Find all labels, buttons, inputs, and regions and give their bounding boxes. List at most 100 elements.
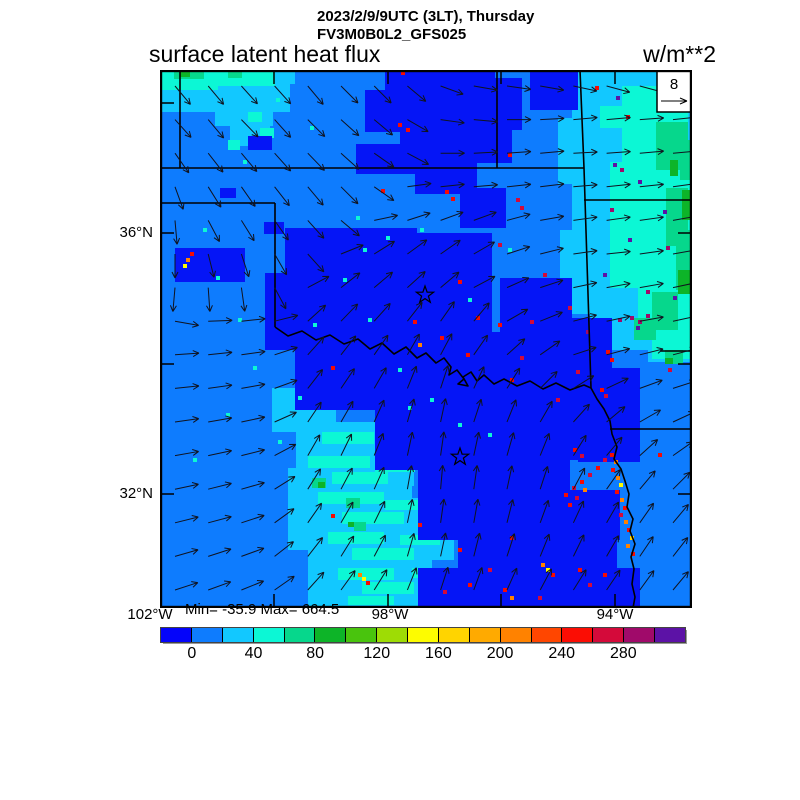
wind-arrow — [373, 399, 385, 423]
wind-arrow — [506, 308, 529, 322]
wind-arrow — [506, 499, 515, 523]
wind-arrow — [440, 181, 465, 189]
wind-arrow — [208, 547, 232, 557]
wind-arrow — [639, 502, 655, 524]
minmax-stats: Min= -35.9 Max= 664.5 — [185, 601, 340, 618]
wind-arrow — [174, 320, 199, 328]
wind-arrow — [373, 271, 394, 288]
wind-arrow — [540, 148, 565, 156]
wind-arrow — [606, 535, 620, 557]
lat-label-32n: 32°N — [119, 485, 153, 502]
wind-arrow — [606, 406, 626, 423]
wind-arrow — [639, 148, 664, 156]
wind-arrow — [241, 152, 258, 173]
wind-arrow — [540, 181, 565, 189]
wind-arrow — [606, 469, 621, 490]
wind-arrow — [174, 515, 199, 524]
wind-arrow — [406, 398, 416, 423]
colorbar-tick-40: 40 — [244, 645, 263, 662]
wind-arrow — [374, 213, 398, 221]
colorbar-tick-280: 280 — [609, 645, 637, 662]
wind-arrow — [539, 370, 558, 389]
wind-arrow — [606, 346, 631, 356]
wind-arrow — [540, 213, 565, 221]
colorbar — [160, 627, 686, 643]
lon-label-102w: 102°W — [127, 606, 173, 623]
flux-specks-cyan — [193, 98, 512, 462]
wind-arrow — [307, 502, 323, 524]
wind-arrow — [307, 253, 325, 273]
wind-arrow — [473, 334, 489, 356]
wind-arrow — [241, 348, 266, 356]
wind-arrow — [307, 85, 324, 105]
wind-arrow — [373, 466, 385, 490]
wind-arrow — [274, 186, 290, 207]
wind-arrow — [440, 398, 448, 423]
wind-arrow — [340, 535, 355, 557]
wind-arrow — [473, 181, 498, 189]
wind-arrow — [573, 85, 598, 94]
wind-arrow — [373, 152, 395, 168]
wind-arrow — [174, 85, 191, 105]
wind-arrow — [307, 336, 325, 356]
wind-arrow — [373, 500, 386, 524]
wind-arrow — [440, 210, 464, 221]
colorbar-segment-8 — [407, 628, 438, 642]
colorbar-segment-12 — [530, 628, 562, 642]
wind-arrow — [241, 414, 266, 423]
wind-arrow — [573, 345, 597, 356]
wind-arrow — [639, 248, 664, 255]
wind-arrow — [473, 567, 484, 591]
wind-arrow — [606, 281, 631, 289]
wind-arrow — [208, 448, 232, 457]
wind-arrow — [208, 481, 232, 490]
wind-arrow — [572, 534, 585, 557]
wind-arrow — [639, 570, 655, 591]
wind-arrow — [307, 369, 324, 389]
wind-arrow — [373, 569, 388, 591]
colorbar-tick-80: 80 — [306, 645, 325, 662]
wind-arrow — [373, 302, 391, 322]
wind-arrow — [207, 220, 220, 242]
wind-arrow — [174, 350, 200, 357]
wind-arrow — [274, 253, 288, 276]
wind-arrow — [373, 119, 394, 136]
wind-arrow — [274, 152, 292, 172]
wind-arrow — [241, 85, 258, 105]
wind-arrow — [573, 214, 598, 222]
wind-arrow — [506, 212, 531, 221]
colorbar-segment-14 — [592, 628, 624, 642]
wind-arrow — [274, 119, 292, 138]
wind-arrow — [340, 152, 360, 170]
wind-arrow — [307, 434, 321, 456]
wind-arrow — [340, 467, 353, 490]
wind-arrow — [208, 382, 233, 390]
colorbar-segment-3 — [252, 628, 284, 642]
wind-arrow — [174, 416, 200, 423]
colorbar-segment-16 — [654, 628, 685, 642]
wind-arrow — [174, 186, 185, 210]
field-title: surface latent heat flux — [149, 41, 381, 67]
wind-arrow — [506, 181, 532, 189]
wind-arrow — [274, 378, 298, 389]
colorbar-segment-4 — [283, 628, 315, 642]
wind-arrow — [473, 148, 499, 156]
heatflux-map-svg: 8 — [159, 69, 698, 609]
wind-reference-arrow-icon — [661, 97, 688, 105]
wind-arrow — [439, 431, 447, 456]
wind-arrow — [539, 499, 550, 523]
wind-arrow — [606, 569, 621, 591]
wind-arrow — [307, 119, 326, 138]
wind-arrow — [440, 271, 460, 288]
wind-arrow — [340, 119, 360, 137]
wind-arrow — [174, 383, 200, 390]
wind-arrow — [340, 85, 359, 104]
colorbar-segment-9 — [437, 628, 469, 642]
wind-arrow — [174, 548, 199, 557]
wind-arrow — [174, 119, 192, 138]
colorbar-segment-10 — [468, 628, 500, 642]
colorbar-tick-0: 0 — [187, 645, 197, 662]
wind-arrow — [208, 580, 232, 591]
wind-arrow — [241, 381, 266, 389]
